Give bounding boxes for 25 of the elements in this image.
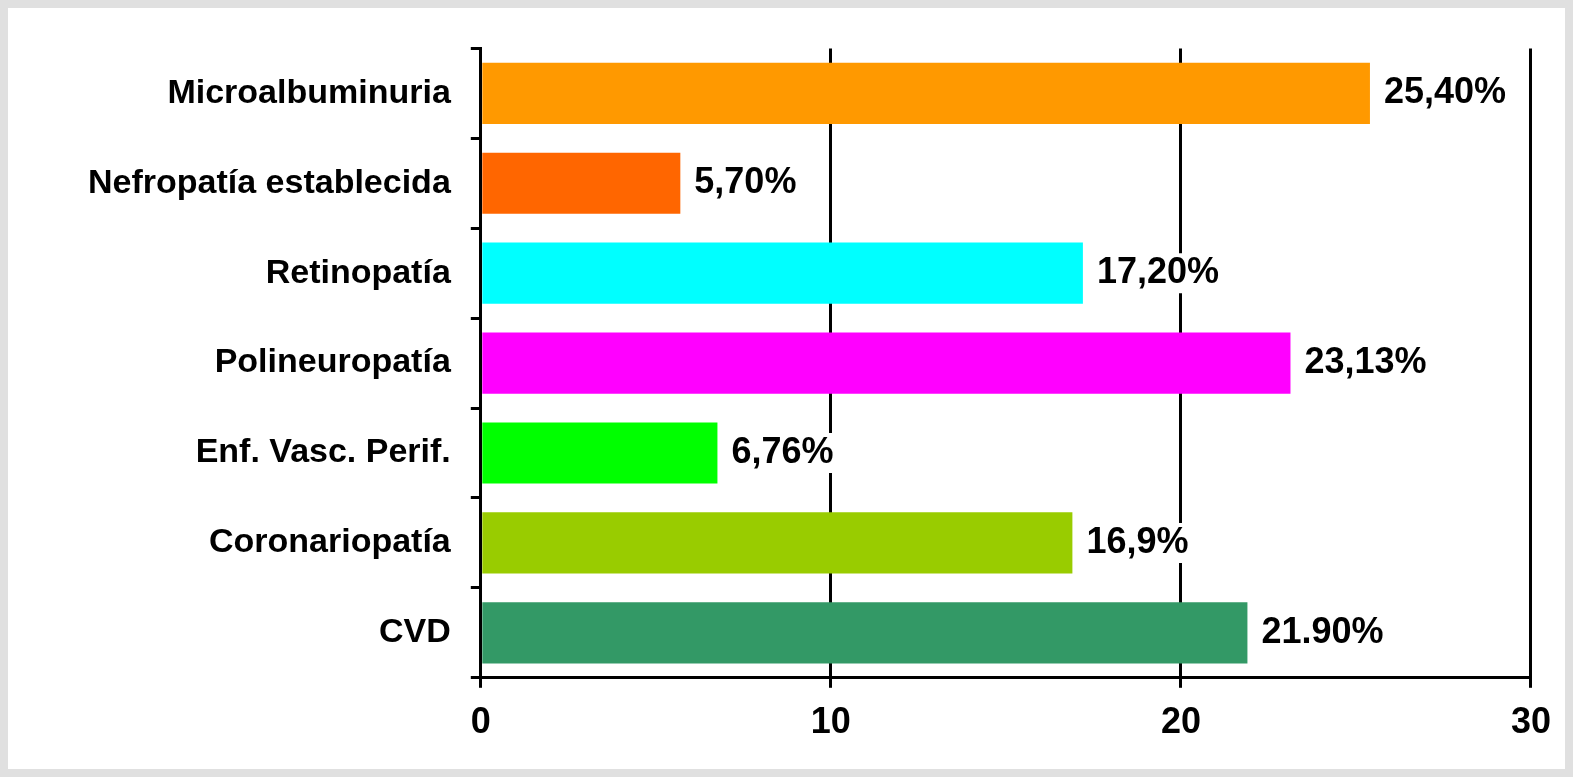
bar bbox=[482, 242, 1083, 304]
y-tick-label: Coronariopatía bbox=[208, 521, 452, 560]
y-tick-label: Nefropatía establecida bbox=[88, 161, 452, 200]
data-label: 17,20% bbox=[1096, 250, 1220, 292]
bar bbox=[482, 152, 681, 214]
data-label: 6,76% bbox=[731, 429, 834, 471]
y-tick-label: Polineuropatía bbox=[214, 341, 452, 380]
y-tick-label: CVD bbox=[379, 611, 451, 650]
bar bbox=[482, 62, 1370, 124]
data-label: 5,70% bbox=[694, 160, 797, 202]
bar bbox=[482, 332, 1291, 394]
bar bbox=[482, 422, 718, 484]
y-tick-label: Retinopatía bbox=[265, 251, 452, 290]
data-label: 21.90% bbox=[1261, 609, 1384, 651]
data-label: 16,9% bbox=[1086, 519, 1189, 561]
x-tick-label: 10 bbox=[810, 700, 851, 742]
bar bbox=[482, 602, 1248, 664]
x-tick-label: 30 bbox=[1510, 700, 1551, 742]
data-label: 23,13% bbox=[1304, 340, 1427, 382]
x-tick-label: 0 bbox=[470, 700, 491, 742]
data-label: 25,40% bbox=[1383, 70, 1507, 112]
y-tick-label: Microalbuminuria bbox=[167, 71, 452, 110]
y-tick-label: Enf. Vasc. Perif. bbox=[195, 431, 451, 470]
x-tick-label: 20 bbox=[1160, 700, 1201, 742]
bar bbox=[482, 512, 1073, 574]
